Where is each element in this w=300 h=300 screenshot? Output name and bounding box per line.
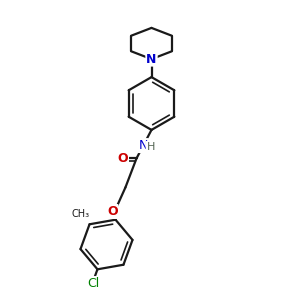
Text: Cl: Cl: [87, 277, 99, 290]
Text: O: O: [107, 205, 118, 218]
Text: H: H: [147, 142, 155, 152]
Text: N: N: [146, 52, 157, 66]
Text: O: O: [117, 152, 128, 165]
Text: CH₃: CH₃: [72, 209, 90, 219]
Text: N: N: [139, 139, 148, 152]
